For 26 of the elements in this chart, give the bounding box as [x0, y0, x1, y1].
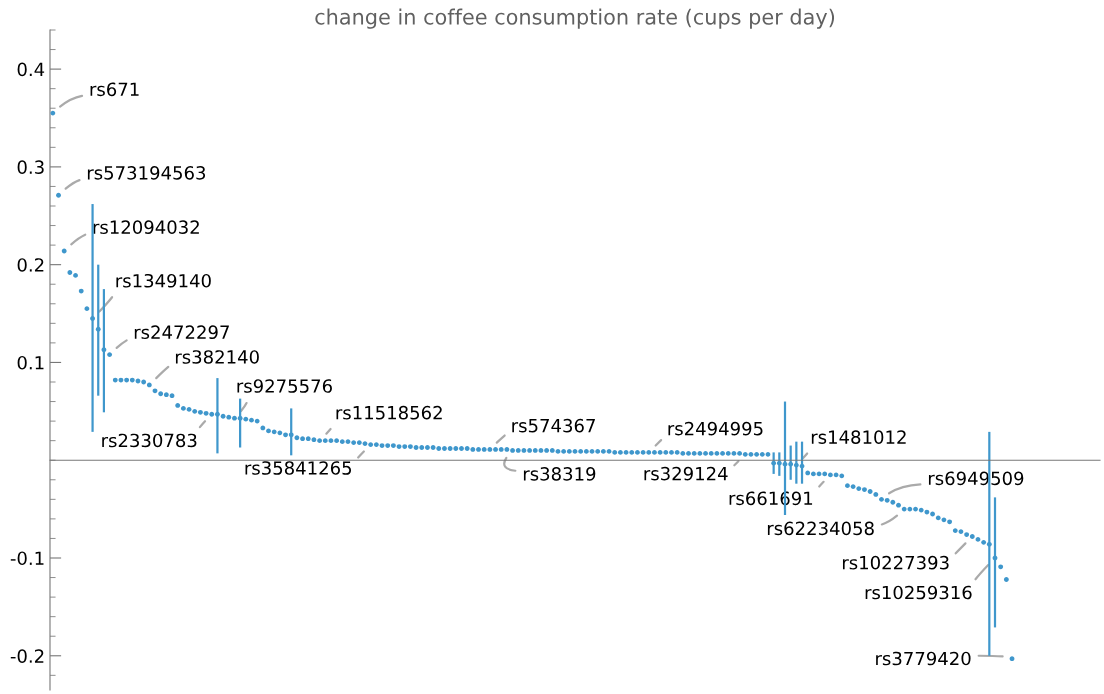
- y-tick-label: 0.4: [17, 62, 45, 77]
- annotation: rs11518562: [336, 405, 442, 420]
- annotation: rs62234058: [767, 521, 874, 536]
- annotation: rs10259316: [865, 585, 972, 600]
- y-tick-label: 0.2: [17, 258, 44, 272]
- chart-title: change in coffee consumption rate (cups per day): [315, 8, 835, 29]
- annotation: rs573194563: [87, 165, 206, 180]
- annotation: rs9275576: [237, 379, 332, 393]
- annotation: rs574367: [512, 418, 595, 433]
- y-tick-label: -0.1: [10, 551, 44, 566]
- annotation: rs10227393: [842, 555, 949, 570]
- annotation: rs1349140: [116, 273, 211, 288]
- annotation: rs671: [90, 82, 139, 97]
- y-tick-label: -0.2: [10, 649, 44, 663]
- annotation: rs3779420: [876, 651, 971, 666]
- y-tick-label: 0.1: [17, 355, 44, 370]
- annotation: rs38319: [523, 467, 596, 481]
- annotation: rs1481012: [811, 430, 906, 444]
- y-tick-label: 0.3: [17, 160, 44, 175]
- annotation: rs12094032: [93, 220, 199, 234]
- annotation: rs2330783: [102, 433, 197, 448]
- annotation: rs2472297: [134, 325, 229, 340]
- annotation: rs329124: [644, 466, 728, 481]
- annotation: rs2494995: [668, 421, 763, 436]
- annotation: rs382140: [175, 350, 259, 364]
- annotation: rs35841265: [245, 461, 352, 475]
